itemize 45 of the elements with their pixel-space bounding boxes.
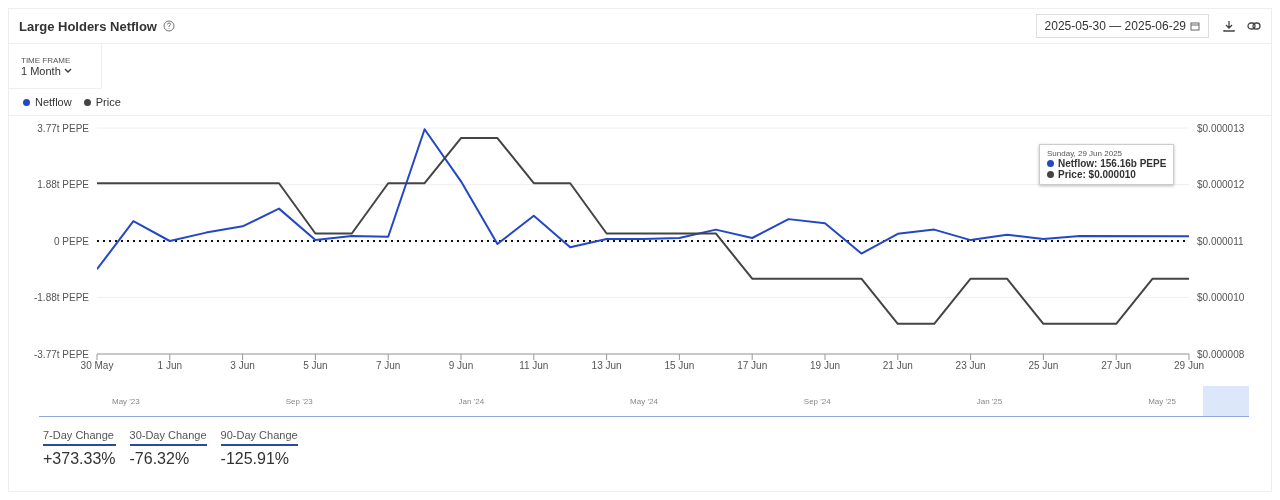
y2-tick-label: $0.000008 — [1197, 348, 1245, 360]
y2-tick-label: $0.000011 — [1197, 235, 1244, 247]
y-tick-label: -3.77t PEPE — [33, 348, 90, 360]
y-tick-label: 3.77t PEPE — [37, 122, 90, 134]
text: +373.33% — [43, 450, 116, 468]
x-tick-label: 7 Jun — [375, 360, 401, 372]
x-tick-label: 5 Jun — [303, 360, 328, 372]
range-slider: May '23 Sep '23 Jan '24 May '24 Sep '24 Jan '25 May '25 — [39, 386, 1249, 417]
text: 1 Month — [21, 64, 62, 77]
x-tick-label: 17 Jun — [737, 360, 768, 372]
y2-tick-label: $0.000013 — [1197, 122, 1245, 134]
line-series — [97, 137, 1189, 325]
x-tick-label: 23 Jun — [955, 360, 986, 372]
x-tick-label: 29 Jun — [1173, 360, 1205, 372]
chart-title: Large Holders Netflow — [19, 18, 157, 34]
text: TIME FRAME — [21, 55, 72, 65]
legend-label: Netflow — [34, 96, 72, 108]
x-tick-label: 13 Jun — [591, 360, 622, 372]
y-tick-label: 1.88t PEPE — [37, 179, 90, 191]
x-tick-label: 21 Jun — [882, 360, 913, 372]
text: -125.91% — [220, 450, 291, 468]
x-tick-label: 1 Jun — [157, 360, 183, 372]
x-tick-label: 9 Jun — [448, 360, 474, 372]
y-tick-label: 0 PEPE — [53, 235, 90, 247]
x-tick-label: 27 Jun — [1101, 360, 1132, 372]
x-tick-label: 19 Jun — [809, 360, 841, 372]
annotation: Netflow: 156.16b PEPE — [1057, 158, 1167, 169]
x-tick-label: 15 Jun — [664, 360, 695, 372]
annotation: Price: $0.000010 — [1057, 169, 1137, 180]
y-tick-label: -1.88t PEPE — [33, 291, 90, 303]
y2-tick-label: $0.000012 — [1197, 179, 1245, 191]
text: 30-Day Change — [129, 429, 207, 446]
legend-label: Price — [94, 96, 121, 108]
x-tick-label: 25 Jun — [1028, 360, 1059, 372]
text: -76.32% — [129, 450, 191, 468]
text: 7-Day Change — [43, 429, 116, 446]
y2-tick-label: $0.000010 — [1197, 292, 1245, 304]
text: 90-Day Change — [220, 429, 298, 446]
x-tick-label: 3 Jun — [230, 360, 255, 372]
x-tick-label: 30 May — [80, 360, 114, 372]
line-series — [97, 128, 1189, 271]
x-tick-label: 11 Jun — [519, 360, 549, 372]
tooltip-box: Sunday, 29 Jun 2025 Netflow: 156.16b PEPE Price: $0.000010 — [1039, 144, 1175, 185]
annotation: Sunday, 29 Jun 2025 — [1047, 149, 1124, 158]
text: 2025-05-30 — 2025-06-29 — [1044, 19, 1186, 33]
